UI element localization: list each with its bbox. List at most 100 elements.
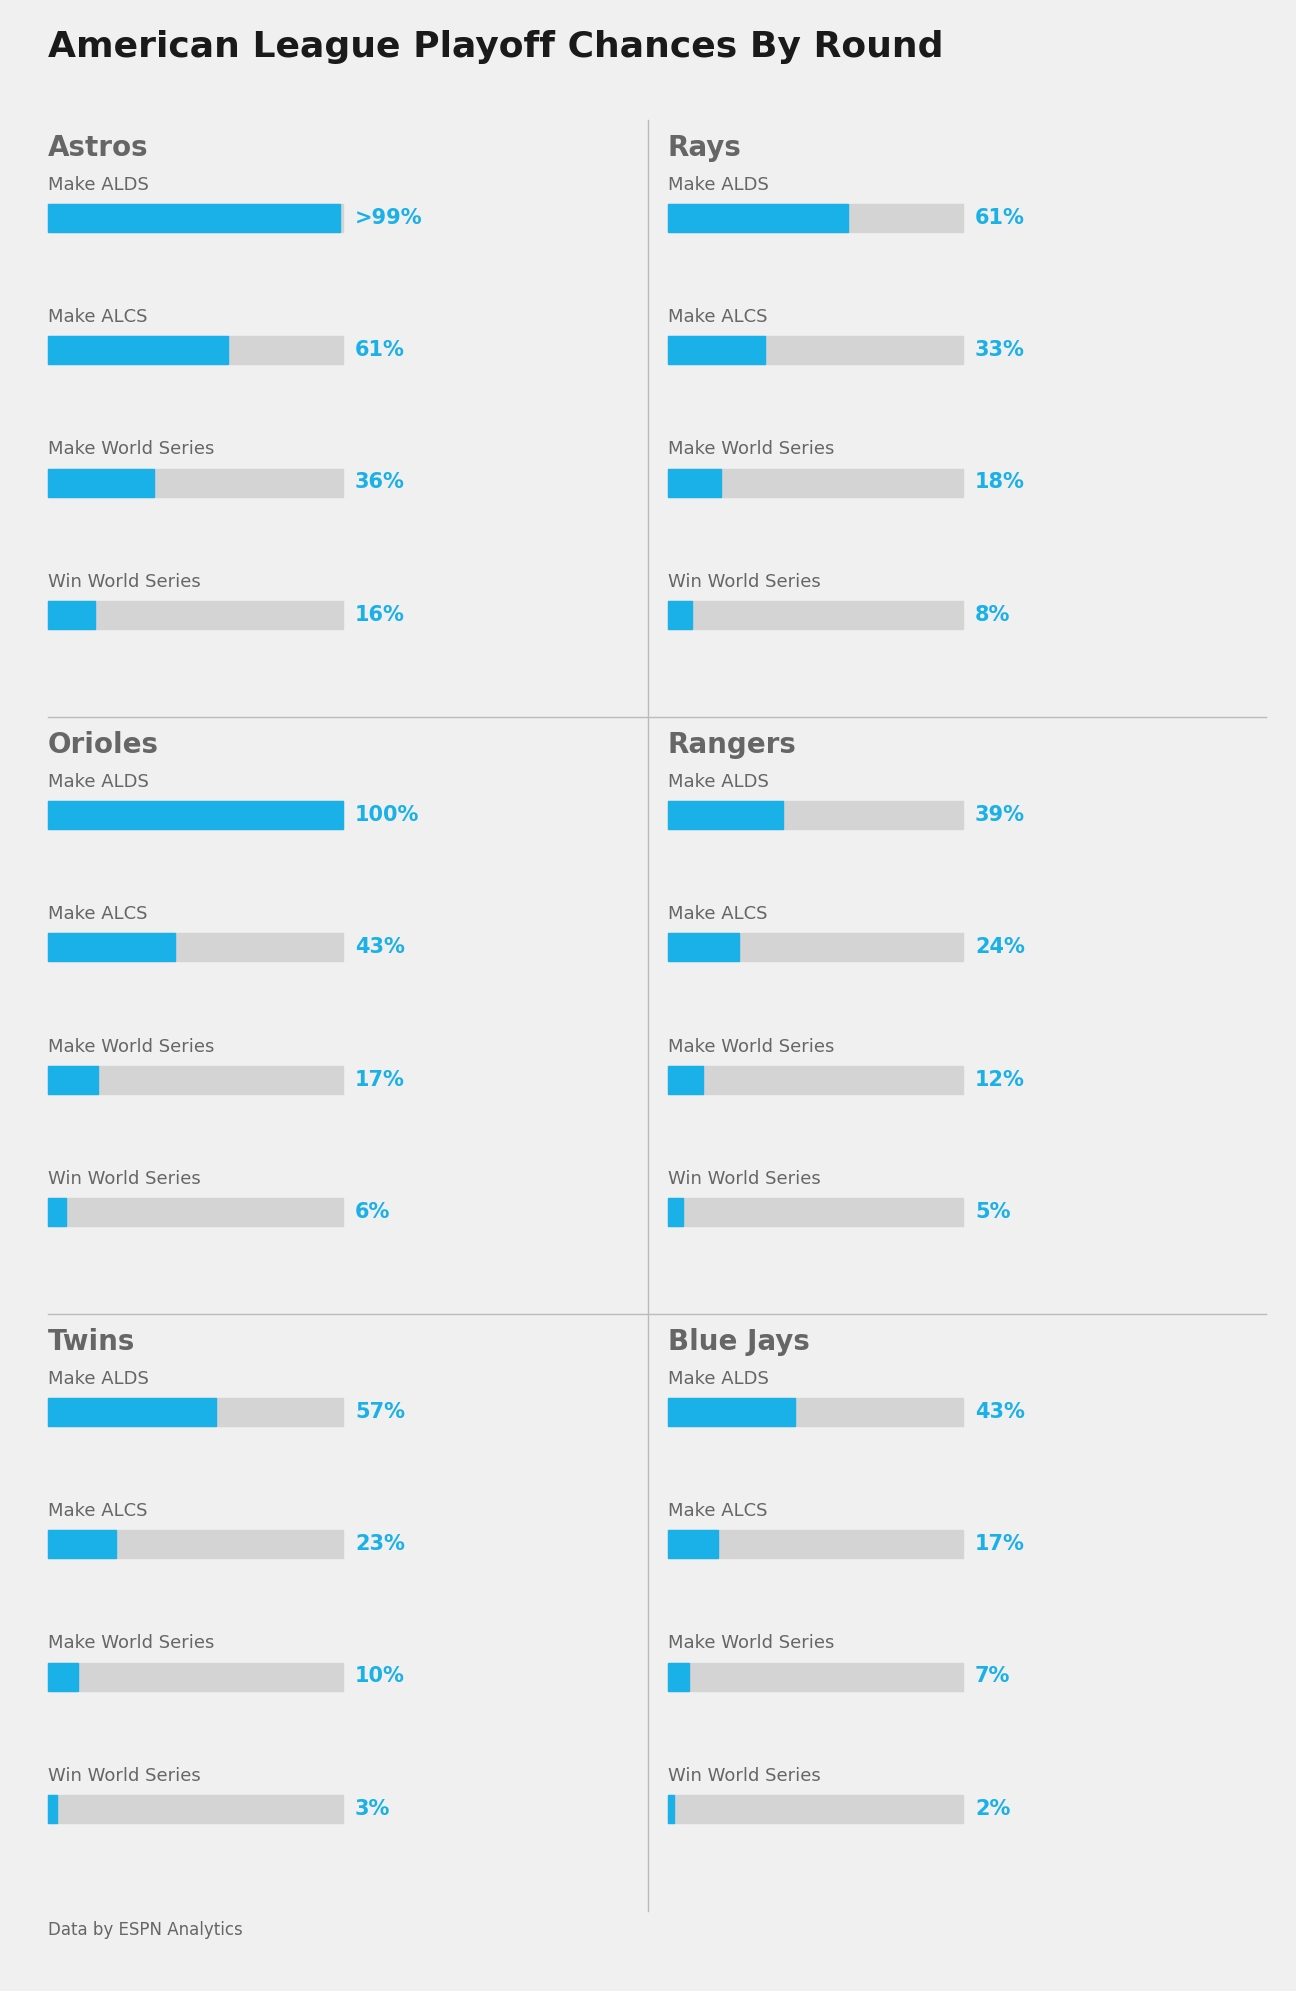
Bar <box>667 468 721 496</box>
Text: 6%: 6% <box>355 1203 390 1222</box>
Bar <box>48 934 343 962</box>
Bar <box>48 1398 343 1426</box>
Bar <box>48 934 175 962</box>
Bar <box>48 336 343 364</box>
Bar <box>667 468 963 496</box>
Text: Rays: Rays <box>667 133 741 161</box>
Text: 100%: 100% <box>355 804 420 824</box>
Text: 57%: 57% <box>355 1402 404 1422</box>
Bar <box>667 1794 674 1822</box>
Text: 3%: 3% <box>355 1798 390 1818</box>
Bar <box>48 800 343 828</box>
Bar <box>48 601 95 629</box>
Text: Make World Series: Make World Series <box>667 440 835 458</box>
Bar <box>48 1662 343 1690</box>
Text: Win World Series: Win World Series <box>667 1171 820 1189</box>
Text: 5%: 5% <box>975 1203 1011 1222</box>
Bar <box>48 468 343 496</box>
Text: Rangers: Rangers <box>667 731 797 759</box>
Bar <box>667 800 783 828</box>
Bar <box>48 1531 115 1559</box>
Bar <box>667 1199 683 1226</box>
Bar <box>667 1065 704 1093</box>
Bar <box>667 1398 794 1426</box>
Text: Win World Series: Win World Series <box>667 1766 820 1784</box>
Bar <box>667 934 739 962</box>
Text: Make World Series: Make World Series <box>667 1037 835 1055</box>
Text: 43%: 43% <box>355 938 404 958</box>
Text: Make World Series: Make World Series <box>48 1635 214 1653</box>
Text: 2%: 2% <box>975 1798 1011 1818</box>
Bar <box>48 601 343 629</box>
Text: 16%: 16% <box>355 605 404 625</box>
Text: Make ALCS: Make ALCS <box>48 906 148 924</box>
Bar <box>667 1531 718 1559</box>
Text: Make ALCS: Make ALCS <box>667 1503 767 1521</box>
Bar <box>667 203 963 233</box>
Bar <box>48 1531 343 1559</box>
Bar <box>667 1662 688 1690</box>
Bar <box>48 203 340 233</box>
Bar <box>48 1794 343 1822</box>
Text: Make ALCS: Make ALCS <box>667 309 767 327</box>
Text: Win World Series: Win World Series <box>48 1766 201 1784</box>
Bar <box>667 1065 963 1093</box>
Text: Make ALCS: Make ALCS <box>667 906 767 924</box>
Text: Make World Series: Make World Series <box>48 1037 214 1055</box>
Text: 43%: 43% <box>975 1402 1025 1422</box>
Text: Twins: Twins <box>48 1328 135 1356</box>
Text: 61%: 61% <box>355 340 404 360</box>
Bar <box>48 1065 98 1093</box>
Bar <box>667 1398 963 1426</box>
Text: Make World Series: Make World Series <box>48 440 214 458</box>
Text: 18%: 18% <box>975 472 1025 492</box>
Bar <box>48 800 343 828</box>
Text: 23%: 23% <box>355 1535 404 1555</box>
Bar <box>667 601 963 629</box>
Text: 17%: 17% <box>355 1069 404 1089</box>
Text: Make ALDS: Make ALDS <box>667 1370 769 1388</box>
Bar <box>48 1199 343 1226</box>
Bar <box>48 468 154 496</box>
Text: Astros: Astros <box>48 133 149 161</box>
Text: Make ALCS: Make ALCS <box>48 1503 148 1521</box>
Bar <box>48 1065 343 1093</box>
Bar <box>667 800 963 828</box>
Bar <box>667 203 848 233</box>
Text: 24%: 24% <box>975 938 1025 958</box>
Text: 36%: 36% <box>355 472 404 492</box>
Bar <box>667 934 963 962</box>
Bar <box>48 203 343 233</box>
Text: Make ALDS: Make ALDS <box>48 175 149 193</box>
Text: 8%: 8% <box>975 605 1011 625</box>
Text: Orioles: Orioles <box>48 731 159 759</box>
Text: Win World Series: Win World Series <box>48 573 201 591</box>
Bar <box>667 1199 963 1226</box>
Text: >99%: >99% <box>355 207 422 229</box>
Text: Win World Series: Win World Series <box>48 1171 201 1189</box>
Text: Data by ESPN Analytics: Data by ESPN Analytics <box>48 1921 242 1939</box>
Bar <box>48 1398 216 1426</box>
Text: Make ALCS: Make ALCS <box>48 309 148 327</box>
Bar <box>667 336 963 364</box>
Text: Win World Series: Win World Series <box>667 573 820 591</box>
Bar <box>667 1662 963 1690</box>
Text: Make ALDS: Make ALDS <box>667 175 769 193</box>
Text: Make ALDS: Make ALDS <box>48 1370 149 1388</box>
Text: 10%: 10% <box>355 1666 404 1686</box>
Bar <box>667 1531 963 1559</box>
Text: 7%: 7% <box>975 1666 1011 1686</box>
Bar <box>667 1794 963 1822</box>
Text: 12%: 12% <box>975 1069 1025 1089</box>
Text: 61%: 61% <box>975 207 1025 229</box>
Bar <box>48 336 228 364</box>
Text: Blue Jays: Blue Jays <box>667 1328 810 1356</box>
Text: Make World Series: Make World Series <box>667 1635 835 1653</box>
Bar <box>48 1199 66 1226</box>
Text: Make ALDS: Make ALDS <box>48 773 149 790</box>
Text: 33%: 33% <box>975 340 1025 360</box>
Bar <box>667 601 692 629</box>
Text: Make ALDS: Make ALDS <box>667 773 769 790</box>
Bar <box>667 336 766 364</box>
Bar <box>48 1662 78 1690</box>
